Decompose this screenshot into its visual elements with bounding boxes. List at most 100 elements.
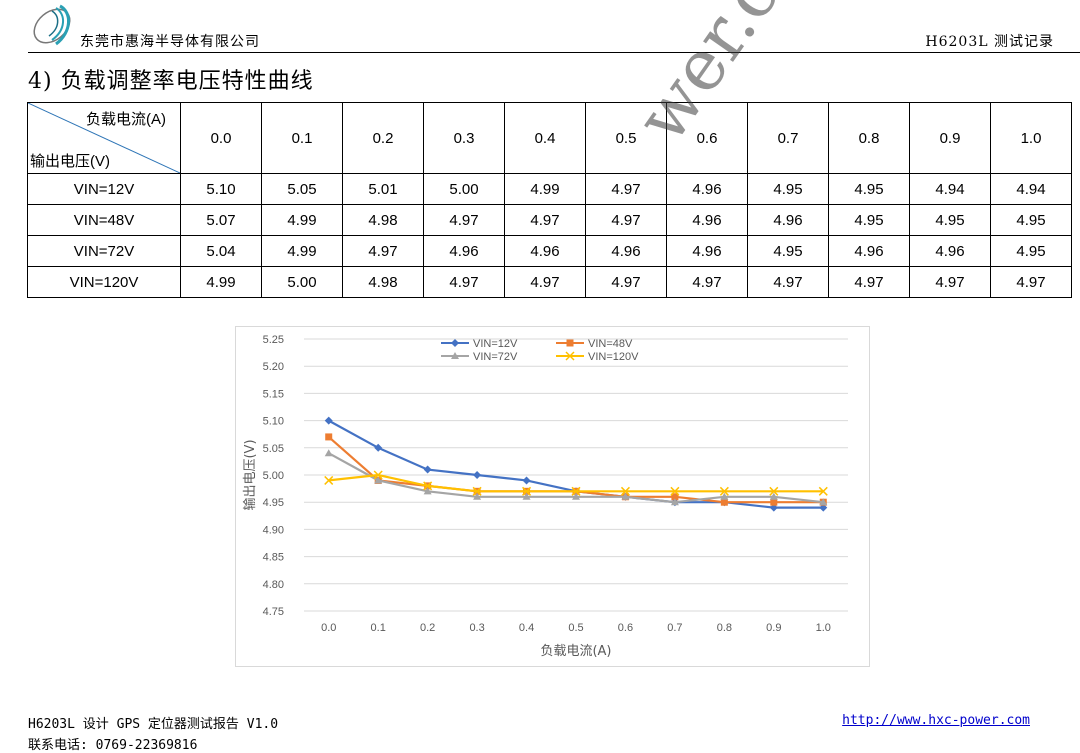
table-cell: 4.95 <box>828 173 910 205</box>
corner-voltage-label: 输出电压(V) <box>30 153 110 170</box>
x-axis-title: 负载电流(A) <box>540 644 611 659</box>
table-cell: 5.04 <box>180 235 262 267</box>
data-point <box>770 498 778 506</box>
y-tick-label: 5.15 <box>263 388 284 400</box>
data-point <box>374 443 383 452</box>
data-point <box>324 416 333 425</box>
data-point <box>472 486 482 496</box>
table-cell: 4.95 <box>747 173 829 205</box>
data-point <box>324 449 333 457</box>
data-point <box>373 470 383 480</box>
table-cell: 5.00 <box>261 266 343 298</box>
column-header: 0.5 <box>585 102 667 174</box>
data-point <box>451 339 459 347</box>
x-tick-label: 1.0 <box>816 622 831 634</box>
table-cell: 4.99 <box>504 173 586 205</box>
header-divider <box>28 52 1080 53</box>
company-logo <box>33 4 71 46</box>
column-header: 0.9 <box>909 102 991 174</box>
column-header: 0.4 <box>504 102 586 174</box>
table-cell: 4.94 <box>990 173 1072 205</box>
column-header: 0.7 <box>747 102 829 174</box>
corner-diagonal <box>28 103 180 173</box>
table-cell: 4.96 <box>666 204 748 236</box>
table-cell: 4.97 <box>828 266 910 298</box>
y-tick-label: 5.00 <box>263 470 284 482</box>
x-tick-label: 0.0 <box>321 622 336 634</box>
data-point <box>571 486 581 496</box>
table-cell: 4.99 <box>261 235 343 267</box>
legend-label: VIN=120V <box>588 351 639 363</box>
data-point <box>451 352 459 359</box>
data-point <box>324 475 334 485</box>
x-tick-label: 0.9 <box>766 622 781 634</box>
data-point <box>720 492 729 500</box>
column-header: 0.0 <box>180 102 262 174</box>
table-cell: 5.07 <box>180 204 262 236</box>
document-id: H6203L 测试记录 <box>925 34 1054 50</box>
x-tick-label: 0.2 <box>420 622 435 634</box>
table-cell: 4.97 <box>342 235 424 267</box>
x-tick-label: 0.7 <box>667 622 682 634</box>
data-point <box>423 465 432 474</box>
legend-label: VIN=72V <box>473 351 518 363</box>
x-tick-label: 0.5 <box>568 622 583 634</box>
y-tick-label: 4.90 <box>263 524 284 536</box>
data-point <box>769 492 778 500</box>
table-cell: 4.96 <box>747 204 829 236</box>
table-row: VIN=48V 5.07 4.99 4.98 4.97 4.97 4.97 4.… <box>27 204 1072 236</box>
y-tick-label: 4.85 <box>263 552 284 564</box>
table-cell: 4.97 <box>504 266 586 298</box>
table-cell: 5.10 <box>180 173 262 205</box>
legend-label: VIN=48V <box>588 338 633 350</box>
table-cell: 4.97 <box>423 204 505 236</box>
column-header: 0.1 <box>261 102 343 174</box>
table-cell: 4.97 <box>666 266 748 298</box>
data-point <box>522 476 531 485</box>
x-tick-label: 0.6 <box>618 622 633 634</box>
x-tick-label: 0.8 <box>717 622 732 634</box>
x-tick-label: 0.3 <box>469 622 484 634</box>
table-cell: 5.01 <box>342 173 424 205</box>
data-point <box>819 498 828 506</box>
row-label: VIN=120V <box>27 266 181 298</box>
table-cell: 5.05 <box>261 173 343 205</box>
column-header: 0.8 <box>828 102 910 174</box>
column-header: 0.6 <box>666 102 748 174</box>
y-tick-label: 5.10 <box>263 416 284 428</box>
table-cell: 5.00 <box>423 173 505 205</box>
table-cell: 4.97 <box>504 204 586 236</box>
data-point <box>473 471 482 479</box>
y-tick-label: 4.75 <box>263 606 284 618</box>
footer-phone: 联系电话: 0769-22369816 <box>28 738 198 753</box>
data-point <box>565 351 575 361</box>
table-cell: 4.96 <box>423 235 505 267</box>
data-point <box>572 492 580 500</box>
table-row: VIN=120V 4.99 5.00 4.98 4.97 4.97 4.97 4… <box>27 266 1072 298</box>
load-regulation-table: 负载电流(A) 输出电压(V) 0.0 0.1 0.2 0.3 0.4 0.5 … <box>27 102 1072 298</box>
data-point <box>769 486 779 496</box>
table-cell: 4.97 <box>585 266 667 298</box>
table-cell: 4.95 <box>990 235 1072 267</box>
table-header-row: 负载电流(A) 输出电压(V) 0.0 0.1 0.2 0.3 0.4 0.5 … <box>27 102 1072 174</box>
table-cell: 4.97 <box>990 266 1072 298</box>
footer-doc-title: H6203L 设计 GPS 定位器测试报告 V1.0 <box>28 717 279 732</box>
corner-current-label: 负载电流(A) <box>86 111 166 128</box>
table-cell: 4.98 <box>342 266 424 298</box>
table-cell: 4.97 <box>747 266 829 298</box>
footer-website-link[interactable]: http://www.hxc-power.com <box>842 713 1030 728</box>
table-cell: 4.99 <box>261 204 343 236</box>
data-point <box>818 486 828 496</box>
table-corner-cell: 负载电流(A) 输出电压(V) <box>27 102 181 174</box>
table-cell: 4.97 <box>585 173 667 205</box>
y-tick-label: 4.95 <box>263 497 284 509</box>
column-header: 0.2 <box>342 102 424 174</box>
section-title: 4) 负载调整率电压特性曲线 <box>28 69 314 94</box>
table-cell: 4.96 <box>504 235 586 267</box>
row-label: VIN=72V <box>27 235 181 267</box>
y-axis-title: 输出电压(V) <box>242 439 258 510</box>
data-point <box>522 492 531 500</box>
table-cell: 4.95 <box>828 204 910 236</box>
table-row: VIN=72V 5.04 4.99 4.97 4.96 4.96 4.96 4.… <box>27 235 1072 267</box>
table-cell: 4.95 <box>909 204 991 236</box>
